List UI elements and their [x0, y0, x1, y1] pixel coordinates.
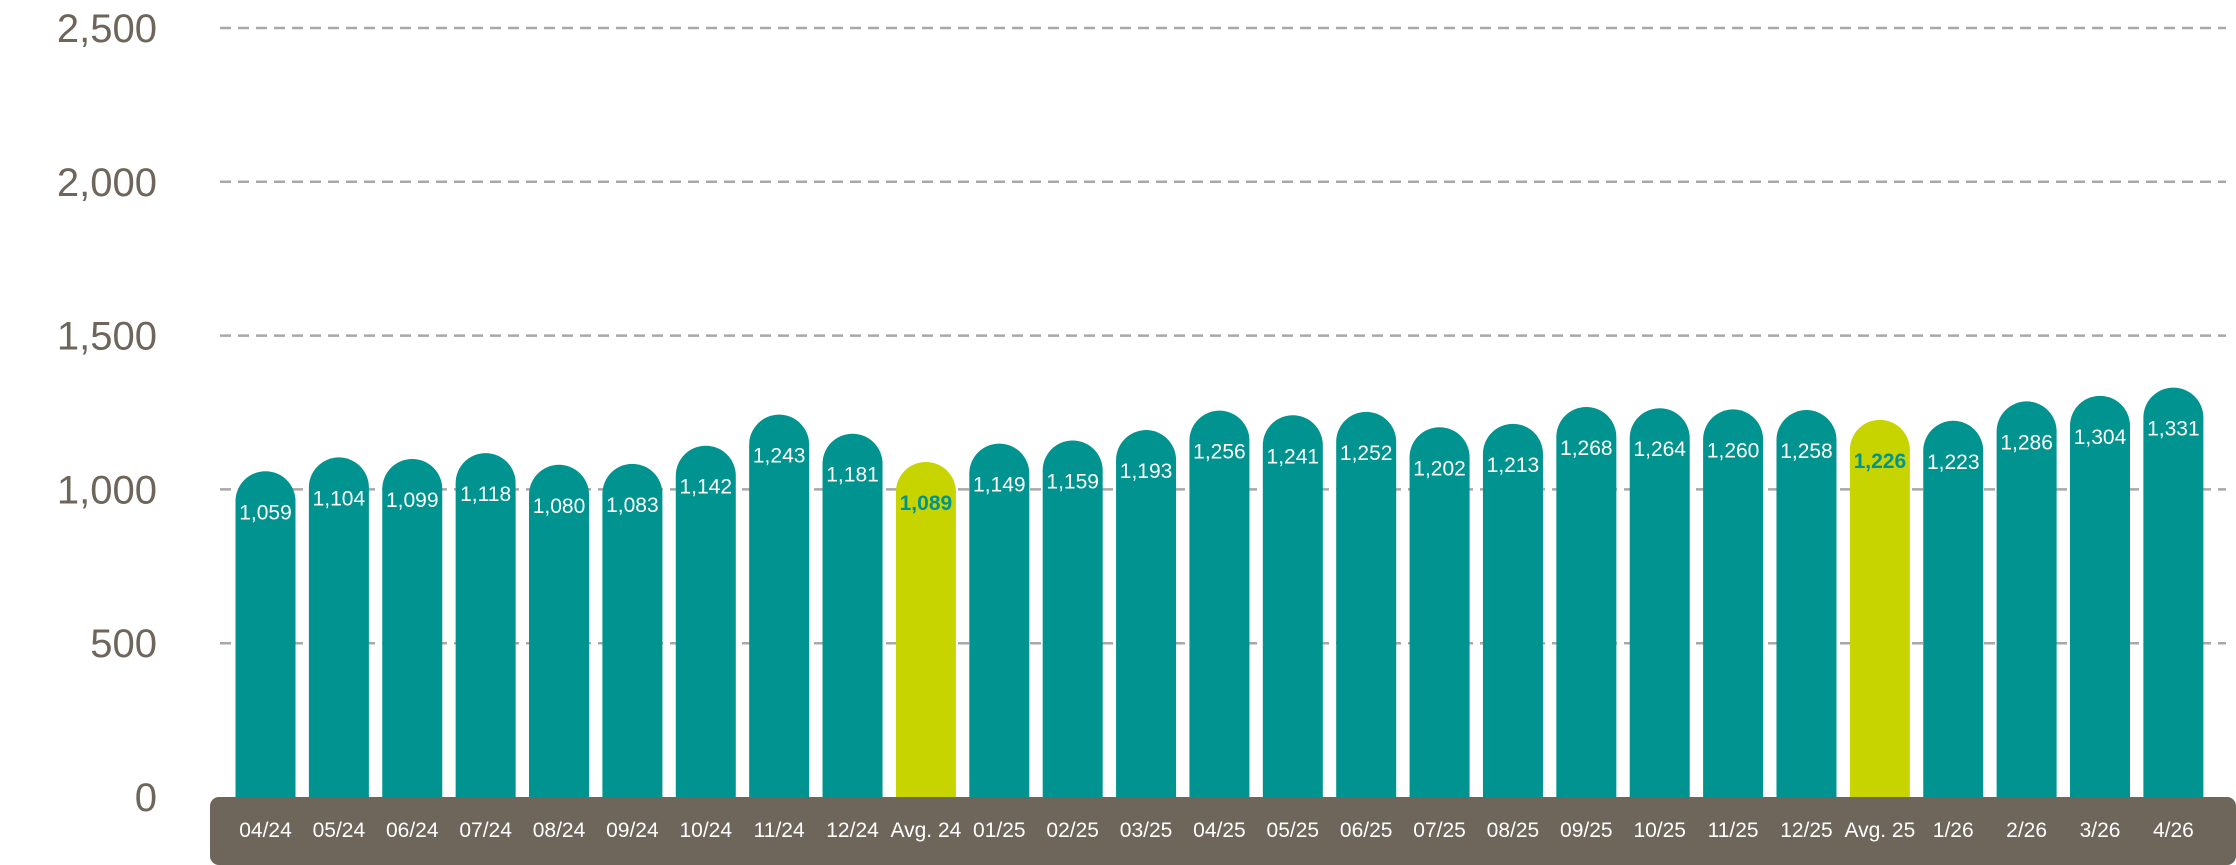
- data-label: 1,149: [973, 474, 1026, 497]
- data-label: 1,256: [1193, 441, 1246, 464]
- bar: [2070, 395, 2130, 797]
- data-label: 1,286: [2000, 431, 2053, 454]
- bar: [1336, 411, 1397, 797]
- bar: [1262, 415, 1323, 797]
- data-label: 1,223: [1927, 451, 1980, 474]
- bar: [1629, 408, 1690, 797]
- x-tick-label: 02/25: [1046, 819, 1099, 842]
- x-tick-label: 3/26: [2080, 819, 2121, 842]
- data-label: 1,080: [533, 495, 586, 518]
- bar: [1409, 427, 1470, 797]
- average-bar: [895, 462, 956, 797]
- x-axis: 04/24 05/24 06/24 07/24 08/24 09/24 10/24 11/24…: [239, 819, 2194, 842]
- x-tick-label: Avg. 24: [890, 819, 961, 842]
- data-label: 1,181: [826, 464, 879, 487]
- x-tick-label: 1/26: [1933, 819, 1974, 842]
- x-tick-label: 10/24: [679, 819, 732, 842]
- bar: [1996, 401, 2057, 797]
- data-label: 1,118: [460, 483, 511, 506]
- x-tick-label: 01/25: [973, 819, 1026, 842]
- bar: [235, 471, 296, 797]
- data-label: 1,193: [1120, 460, 1173, 483]
- data-label: 1,268: [1560, 437, 1613, 460]
- x-tick-label: 03/25: [1120, 819, 1173, 842]
- data-label: 1,213: [1487, 454, 1540, 477]
- x-tick-label: 12/25: [1780, 819, 1833, 842]
- bar: [602, 463, 663, 797]
- bar: [1923, 420, 1984, 797]
- x-tick-label: 07/25: [1413, 819, 1466, 842]
- y-tick-label: 1,000: [57, 468, 157, 512]
- average-bar: [1849, 419, 1910, 797]
- x-tick-label: 2/26: [2006, 819, 2047, 842]
- data-label: 1,099: [386, 489, 439, 512]
- data-label: 1,142: [679, 476, 732, 499]
- bar: [749, 414, 810, 797]
- data-label: 1,264: [1633, 438, 1686, 461]
- data-label: 1,258: [1780, 440, 1833, 463]
- bar: [1703, 409, 1764, 797]
- data-label: 1,083: [606, 494, 659, 517]
- x-tick-label: 12/24: [826, 819, 879, 842]
- bar: [1116, 430, 1177, 797]
- bar: [382, 458, 443, 797]
- data-label: 1,202: [1413, 457, 1466, 480]
- data-label: 1,226: [1854, 450, 1907, 473]
- data-label: 1,089: [900, 492, 953, 515]
- category-band: [210, 797, 2236, 865]
- x-tick-label: 05/24: [313, 819, 366, 842]
- x-tick-label: 11/24: [754, 819, 805, 842]
- y-tick-label: 500: [90, 622, 157, 666]
- y-tick-label: 2,500: [57, 7, 157, 51]
- bar: [529, 464, 590, 797]
- data-label: 1,331: [2147, 418, 2200, 441]
- y-tick-label: 1,500: [57, 315, 157, 359]
- bar: [1556, 406, 1617, 797]
- data-label: 1,243: [753, 445, 806, 468]
- bar: [822, 433, 883, 797]
- x-tick-label: 06/25: [1340, 819, 1393, 842]
- x-tick-label: 10/25: [1633, 819, 1686, 842]
- data-label: 1,241: [1267, 445, 1320, 468]
- x-tick-label: 4/26: [2153, 819, 2194, 842]
- x-tick-label: 11/25: [1708, 819, 1759, 842]
- bar: [675, 445, 736, 797]
- x-tick-label: 07/24: [459, 819, 512, 842]
- bar: [1482, 423, 1543, 797]
- y-tick-label: 0: [135, 776, 157, 820]
- x-tick-label: 09/24: [606, 819, 659, 842]
- data-label: 1,159: [1046, 470, 1099, 493]
- x-tick-label: Avg. 25: [1844, 819, 1915, 842]
- bar: [308, 457, 369, 797]
- bar: [969, 443, 1030, 797]
- x-tick-label: 04/25: [1193, 819, 1246, 842]
- bar: [1189, 410, 1250, 797]
- x-tick-label: 08/25: [1487, 819, 1540, 842]
- bar: [1776, 410, 1837, 797]
- bars: 1,059 1,104 1,099 1,118 1,080 1,083 1,142 1,243…: [235, 387, 2204, 797]
- bar: [1042, 440, 1103, 797]
- bar: [455, 453, 516, 797]
- x-tick-label: 05/25: [1267, 819, 1320, 842]
- x-tick-label: 09/25: [1560, 819, 1613, 842]
- x-tick-label: 06/24: [386, 819, 439, 842]
- data-label: 1,260: [1707, 439, 1760, 462]
- x-tick-label: 08/24: [533, 819, 586, 842]
- data-label: 1,059: [239, 501, 292, 524]
- y-tick-label: 2,000: [57, 161, 157, 205]
- data-label: 1,304: [2074, 426, 2127, 449]
- x-tick-label: 04/24: [239, 819, 292, 842]
- data-label: 1,104: [313, 487, 366, 510]
- bar: [2143, 387, 2204, 797]
- y-axis: 0 500 1,000 1,500 2,000 2,500: [57, 7, 157, 820]
- data-label: 1,252: [1340, 442, 1393, 465]
